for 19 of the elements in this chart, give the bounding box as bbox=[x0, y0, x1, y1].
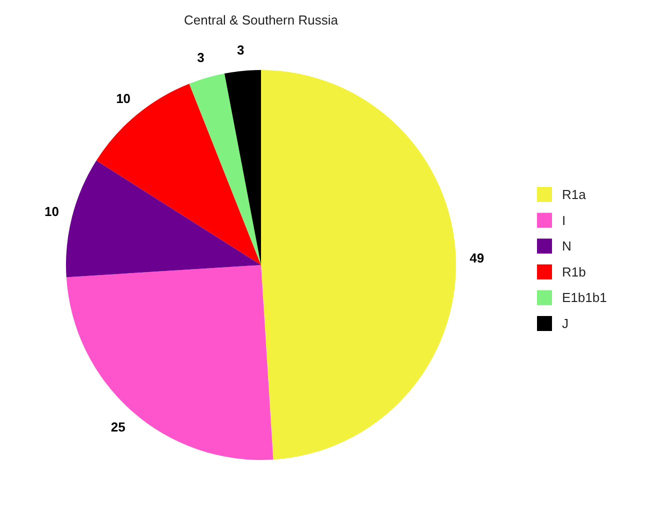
legend-label: R1b bbox=[562, 264, 586, 280]
pie-slice bbox=[96, 84, 261, 265]
legend-label: I bbox=[562, 212, 566, 228]
pie-slice bbox=[66, 160, 261, 278]
pie-slice bbox=[66, 265, 274, 460]
data-label: 10 bbox=[116, 91, 131, 106]
legend-label: E1b1b1 bbox=[562, 290, 607, 306]
legend-label: R1a bbox=[562, 187, 587, 202]
data-label: 3 bbox=[237, 42, 244, 58]
pie-slice bbox=[224, 70, 261, 265]
legend-label: N bbox=[562, 238, 572, 254]
data-label: 10 bbox=[44, 204, 60, 219]
data-label: 25 bbox=[110, 420, 126, 435]
data-label: 49 bbox=[470, 250, 484, 266]
pie-slice bbox=[261, 70, 456, 460]
pie-slice bbox=[189, 73, 261, 265]
chart-title: Central & Southern Russia bbox=[184, 12, 339, 28]
data-label: 3 bbox=[197, 50, 204, 66]
legend-label: J bbox=[562, 316, 568, 331]
